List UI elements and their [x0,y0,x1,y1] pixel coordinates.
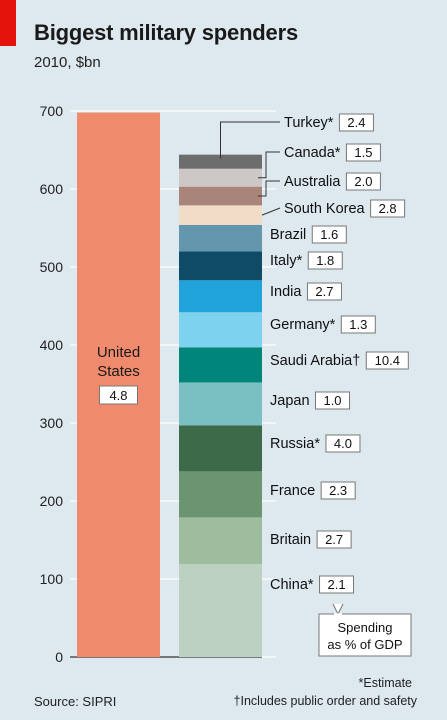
bar-label-united-states-line2: States [97,363,140,380]
y-tick-label-200: 200 [40,493,64,509]
country-label-china: China* [270,577,314,593]
gdp-value-france: 2.3 [329,483,347,498]
bar-segment-china [179,564,262,657]
gdp-value-united-states: 4.8 [109,388,127,403]
gdp-value-australia: 2.0 [354,174,372,189]
bar-segment-russia [179,425,262,472]
public-order-note: †Includes public order and safety [233,694,417,708]
bar-label-united-states-line1: United [97,344,140,361]
gdp-value-canada: 1.5 [354,145,372,160]
gdp-box-india [306,282,342,301]
gdp-box-france [320,481,356,500]
leader-line-south-korea [261,207,281,216]
gdp-value-saudi-arabia: 10.4 [375,353,400,368]
legend-pointer [332,603,344,616]
gdp-value-turkey: 2.4 [347,115,365,130]
gdp-value-brazil: 1.6 [320,227,338,242]
estimate-note: *Estimate [358,676,413,690]
country-label-britain: Britain [270,532,311,548]
country-label-canada: Canada* [284,145,341,161]
y-tick-label-700: 700 [40,103,64,119]
y-tick-label-0: 0 [55,649,63,665]
chart-title: Biggest military spenders [34,20,298,45]
source-note: Source: SIPRI [34,694,117,709]
bar-segment-saudi-arabia [179,347,262,383]
bar-segment-italy [179,251,262,281]
bar-segment-india [179,280,262,313]
country-label-france: France [270,483,315,499]
leader-line-turkey [220,121,280,159]
y-tick-label-600: 600 [40,181,64,197]
y-tick-label-100: 100 [40,571,64,587]
gdp-box-germany [340,315,376,334]
gdp-value-china: 2.1 [327,577,345,592]
country-label-australia: Australia [284,174,341,190]
gdp-box-russia [325,434,361,453]
legend-line2: as % of GDP [327,637,402,652]
gdp-box-south-korea [370,199,406,218]
bar-segment-canada [179,168,262,187]
gdp-box-canada [345,143,381,162]
gdp-value-italy: 1.8 [316,253,334,268]
legend-line1: Spending [338,620,393,635]
gdp-value-britain: 2.7 [325,532,343,547]
legend-box [318,613,412,657]
gdp-box-japan [315,391,351,410]
bar-segment-britain [179,517,262,565]
brand-tag [0,0,16,46]
country-label-saudi-arabia: Saudi Arabia† [270,353,360,369]
country-label-brazil: Brazil [270,227,306,243]
y-tick-label-400: 400 [40,337,64,353]
gdp-value-india: 2.7 [315,284,333,299]
bar-segment-japan [179,382,262,426]
country-label-south-korea: South Korea [284,201,366,217]
gdp-box-china [319,575,355,594]
bar-segment-germany [179,312,262,348]
gdp-box-saudi-arabia [365,351,409,370]
gdp-value-russia: 4.0 [334,436,352,451]
gdp-value-south-korea: 2.8 [379,201,397,216]
gdp-box-brazil [311,225,347,244]
country-label-italy: Italy* [270,253,303,269]
bar-segment-france [179,471,262,518]
gdp-value-japan: 1.0 [323,393,341,408]
country-label-germany: Germany* [270,317,336,333]
leader-line-canada [258,151,280,179]
bar-segment-turkey [179,154,262,169]
gdp-box-australia [345,172,381,191]
bar-united-states [77,112,160,657]
leader-line-australia [258,180,280,197]
bar-segment-australia [179,186,262,206]
country-label-russia: Russia* [270,436,320,452]
gdp-box-britain [316,530,352,549]
gdp-box-turkey [338,113,374,132]
gdp-box-united-states [99,385,138,405]
bar-segment-south-korea [179,205,262,225]
chart-subtitle: 2010, $bn [34,54,101,71]
country-label-india: India [270,284,302,300]
country-label-turkey: Turkey* [284,115,334,131]
gdp-value-germany: 1.3 [349,317,367,332]
gdp-box-italy [307,251,343,270]
bar-segment-brazil [179,224,262,252]
y-tick-label-500: 500 [40,259,64,275]
country-label-japan: Japan [270,393,310,409]
y-tick-label-300: 300 [40,415,64,431]
